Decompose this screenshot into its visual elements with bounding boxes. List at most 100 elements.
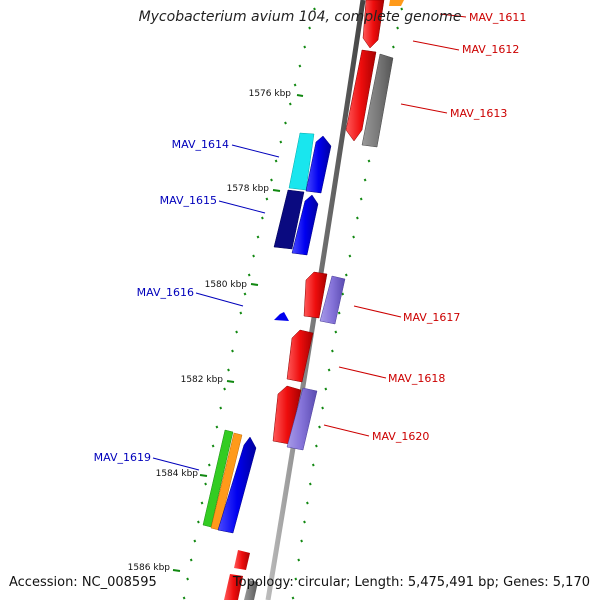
tick-dot (327, 368, 331, 372)
tick-dot (291, 596, 295, 600)
gene-label-mav-1615[interactable]: MAV_1615 (160, 194, 266, 214)
tick-dot (311, 463, 315, 467)
tick-dot (308, 26, 311, 30)
tick-dot (219, 406, 223, 410)
tick-dot (396, 26, 399, 30)
kbp-tick-1576: 1576 kbp (249, 89, 304, 99)
gene-label-mav-1611[interactable]: MAV_1611 (439, 11, 526, 24)
tick-dot (200, 501, 204, 505)
tick-dot (298, 64, 302, 68)
gene-label-mav-1613[interactable]: MAV_1613 (400, 103, 507, 120)
tick-dot (256, 235, 260, 239)
svg-text:MAV_1620: MAV_1620 (372, 430, 429, 443)
svg-text:MAV_1613: MAV_1613 (450, 107, 507, 120)
tick-dot (252, 254, 255, 258)
tick-dot (337, 311, 341, 315)
gene-label-mav-1617[interactable]: MAV_1617 (353, 305, 460, 324)
tick-dot (215, 425, 219, 429)
kbp-label: 1580 kbp (205, 280, 248, 290)
gene-arrow-mav-1612[interactable] (345, 49, 377, 142)
svg-text:MAV_1618: MAV_1618 (388, 372, 445, 385)
tick-dot (207, 463, 211, 467)
tick-dot (235, 330, 238, 334)
tick-dot (189, 558, 193, 562)
kbp-tick-1586: 1586 kbp (128, 563, 181, 573)
tick-dot (359, 197, 363, 201)
gene-label-mav-1620[interactable]: MAV_1620 (323, 424, 429, 443)
gene-label-mav-1612[interactable]: MAV_1612 (412, 40, 519, 56)
tick-dot (392, 45, 395, 49)
tick-dot (352, 235, 355, 239)
tick-dot (239, 311, 243, 315)
tick-dot (243, 292, 247, 296)
svg-text:MAV_1612: MAV_1612 (462, 43, 519, 56)
tick-dot (344, 273, 348, 277)
tick-dot (270, 178, 273, 182)
tick-dot (331, 349, 334, 353)
tick-dot (193, 539, 197, 543)
kbp-tick-1578: 1578 kbp (227, 184, 281, 194)
tick-dot (400, 7, 404, 11)
gene-arrow-mav-1614[interactable] (288, 132, 332, 194)
tick-dot (303, 520, 306, 524)
tick-dot (363, 178, 367, 182)
gene-label-mav-1616[interactable]: MAV_1616 (137, 286, 244, 307)
gene-arrow-mav-1615[interactable] (273, 189, 319, 256)
kbp-label: 1584 kbp (156, 469, 199, 479)
tick-dot (308, 482, 312, 486)
svg-text:MAV_1616: MAV_1616 (137, 286, 194, 299)
kbp-label: 1576 kbp (249, 89, 292, 99)
tick-dot (204, 482, 207, 486)
tick-dot (356, 216, 359, 220)
tick-dot (294, 577, 298, 581)
gene-label-mav-1618[interactable]: MAV_1618 (338, 366, 445, 385)
gene-arrow-mav-1616[interactable] (274, 312, 289, 321)
svg-text:MAV_1615: MAV_1615 (160, 194, 217, 207)
tick-dot (348, 254, 352, 258)
tick-dot (313, 7, 316, 11)
tick-dot (284, 121, 287, 125)
tick-dot (303, 45, 307, 49)
tick-dot (274, 159, 278, 163)
tick-dot (300, 539, 303, 543)
gene-label-mav-1619[interactable]: MAV_1619 (94, 451, 200, 471)
gene-arrow-mav-1619[interactable] (202, 429, 257, 534)
tick-dot (231, 349, 234, 353)
tick-dot (211, 444, 215, 448)
tick-dot (182, 596, 186, 600)
gene-arrow-mav-1620[interactable] (272, 385, 318, 451)
tick-dot (186, 577, 189, 581)
tick-dot (293, 83, 297, 87)
accession-text: Accession: NC_008595 (9, 575, 157, 590)
gene-arrow-mav-1617[interactable] (303, 271, 346, 325)
kbp-label: 1582 kbp (181, 375, 224, 385)
gene-arrow-mav-1611[interactable] (362, 0, 404, 49)
tick-dot (321, 406, 324, 410)
gene-arrow-downstream[interactable] (224, 550, 258, 600)
genome-title: Mycobacterium avium 104, complete genome (138, 9, 462, 25)
tick-dot (261, 216, 264, 220)
genome-summary-text: Topology: circular; Length: 5,475,491 bp… (232, 575, 590, 590)
tick-dot (324, 387, 328, 391)
tick-dot (341, 292, 345, 296)
kbp-tick-1582: 1582 kbp (181, 375, 235, 385)
svg-text:MAV_1619: MAV_1619 (94, 451, 151, 464)
tick-dot (197, 520, 200, 524)
tick-dot (297, 558, 301, 562)
gene-arrow-mav-1613[interactable] (361, 53, 394, 148)
tick-dot (315, 444, 318, 448)
gene-label-mav-1614[interactable]: MAV_1614 (172, 138, 280, 158)
tick-dot (223, 387, 226, 391)
tick-dot (227, 368, 230, 372)
tick-dot (367, 159, 371, 163)
gene-arrow-mav-1618[interactable] (286, 329, 314, 383)
tick-dot (288, 102, 292, 106)
svg-text:MAV_1611: MAV_1611 (469, 11, 526, 24)
tick-dot (265, 197, 269, 201)
tick-dot (306, 501, 309, 505)
tick-dot (279, 140, 283, 144)
kbp-label: 1586 kbp (128, 563, 171, 573)
svg-text:MAV_1617: MAV_1617 (403, 311, 460, 324)
tick-dot (318, 425, 321, 429)
